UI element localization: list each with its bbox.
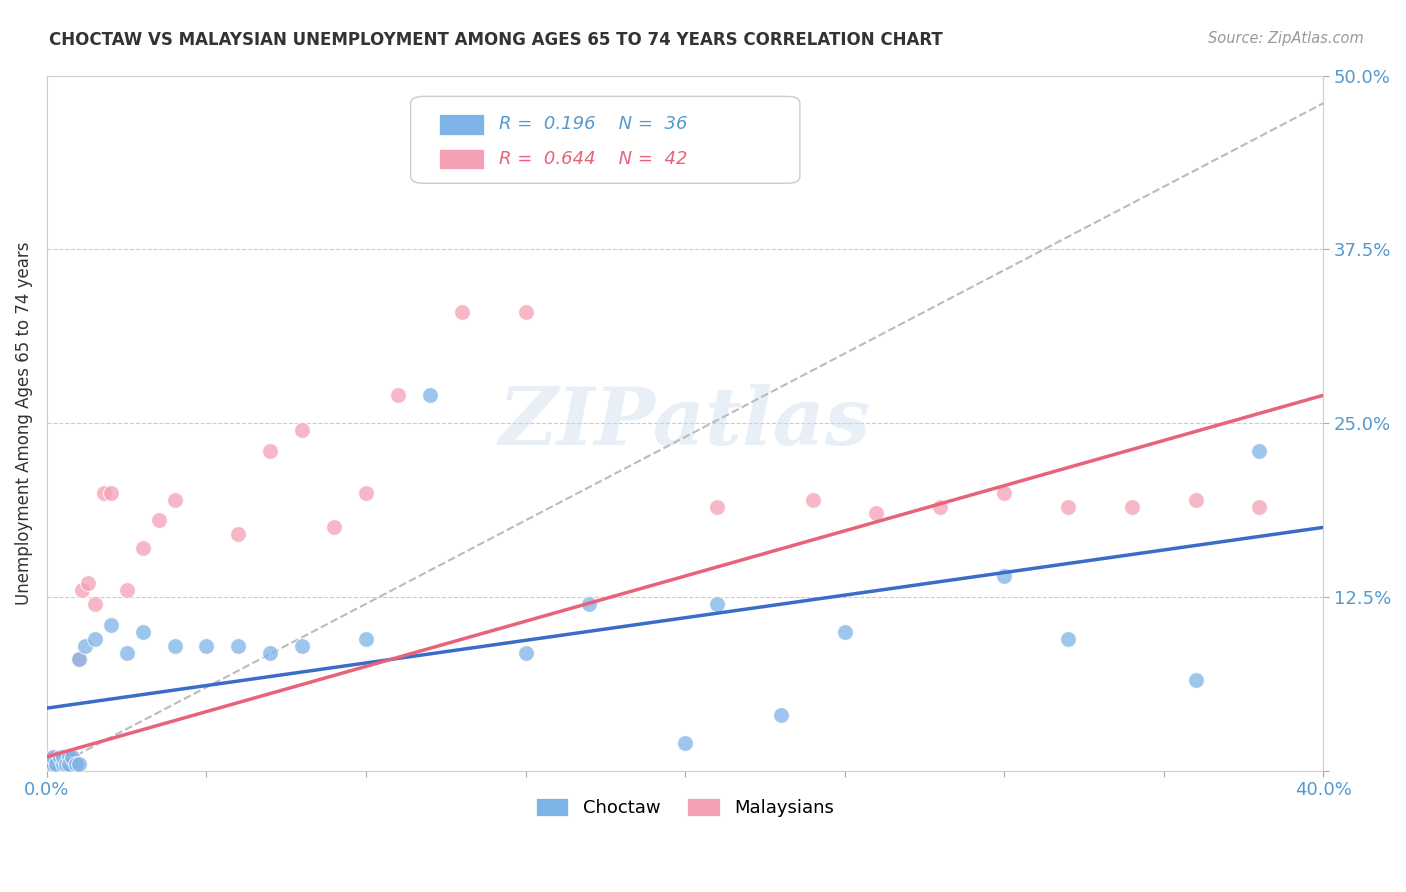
- Point: [387, 388, 409, 402]
- Point: [419, 388, 441, 402]
- Point: [67, 756, 90, 771]
- Point: [515, 646, 537, 660]
- Point: [195, 639, 218, 653]
- Point: [55, 756, 77, 771]
- Point: [323, 520, 346, 534]
- Point: [75, 639, 97, 653]
- Point: [55, 756, 77, 771]
- Legend: Choctaw, Malaysians: Choctaw, Malaysians: [529, 790, 842, 824]
- Point: [58, 749, 80, 764]
- Point: [228, 527, 250, 541]
- Point: [52, 749, 75, 764]
- Point: [578, 597, 600, 611]
- Point: [354, 485, 377, 500]
- Point: [48, 756, 70, 771]
- FancyBboxPatch shape: [411, 96, 800, 183]
- Text: CHOCTAW VS MALAYSIAN UNEMPLOYMENT AMONG AGES 65 TO 74 YEARS CORRELATION CHART: CHOCTAW VS MALAYSIAN UNEMPLOYMENT AMONG …: [49, 31, 943, 49]
- Point: [115, 582, 138, 597]
- Point: [77, 576, 100, 591]
- Point: [131, 541, 153, 556]
- Text: R =  0.196    N =  36: R = 0.196 N = 36: [499, 115, 688, 133]
- Point: [706, 500, 728, 514]
- Point: [70, 582, 93, 597]
- Point: [42, 749, 65, 764]
- Point: [58, 756, 80, 771]
- Point: [1249, 444, 1271, 458]
- Point: [58, 749, 80, 764]
- Point: [42, 756, 65, 771]
- Point: [83, 632, 105, 646]
- Point: [291, 423, 314, 437]
- Point: [52, 756, 75, 771]
- Point: [834, 624, 856, 639]
- Point: [643, 110, 665, 124]
- Point: [148, 513, 170, 527]
- Point: [58, 756, 80, 771]
- Point: [45, 756, 67, 771]
- Point: [929, 500, 952, 514]
- Point: [39, 756, 62, 771]
- Point: [1121, 500, 1143, 514]
- Point: [163, 639, 186, 653]
- Point: [52, 756, 75, 771]
- Point: [42, 749, 65, 764]
- Point: [1057, 632, 1080, 646]
- Point: [259, 444, 281, 458]
- Point: [673, 736, 696, 750]
- Y-axis label: Unemployment Among Ages 65 to 74 years: Unemployment Among Ages 65 to 74 years: [15, 242, 32, 605]
- FancyBboxPatch shape: [439, 114, 484, 135]
- Point: [1249, 500, 1271, 514]
- Point: [450, 305, 472, 319]
- Point: [45, 756, 67, 771]
- Point: [62, 749, 84, 764]
- Point: [131, 624, 153, 639]
- Point: [48, 749, 70, 764]
- Point: [93, 485, 115, 500]
- Point: [115, 646, 138, 660]
- Text: R =  0.644    N =  42: R = 0.644 N = 42: [499, 150, 688, 168]
- Point: [39, 756, 62, 771]
- Point: [993, 569, 1015, 583]
- Text: ZIPatlas: ZIPatlas: [499, 384, 872, 462]
- Point: [52, 749, 75, 764]
- Point: [62, 749, 84, 764]
- Point: [100, 617, 122, 632]
- Point: [65, 756, 87, 771]
- Point: [1184, 492, 1206, 507]
- Point: [67, 652, 90, 666]
- Point: [45, 749, 67, 764]
- Point: [1057, 500, 1080, 514]
- Point: [354, 632, 377, 646]
- Point: [515, 305, 537, 319]
- FancyBboxPatch shape: [439, 148, 484, 169]
- Point: [42, 756, 65, 771]
- Point: [801, 492, 824, 507]
- Point: [706, 597, 728, 611]
- Point: [993, 485, 1015, 500]
- Point: [55, 749, 77, 764]
- Point: [865, 507, 887, 521]
- Point: [1184, 673, 1206, 688]
- Point: [83, 597, 105, 611]
- Point: [100, 485, 122, 500]
- Point: [291, 639, 314, 653]
- Point: [65, 756, 87, 771]
- Point: [67, 652, 90, 666]
- Point: [228, 639, 250, 653]
- Point: [259, 646, 281, 660]
- Text: Source: ZipAtlas.com: Source: ZipAtlas.com: [1208, 31, 1364, 46]
- Point: [769, 708, 792, 723]
- Point: [163, 492, 186, 507]
